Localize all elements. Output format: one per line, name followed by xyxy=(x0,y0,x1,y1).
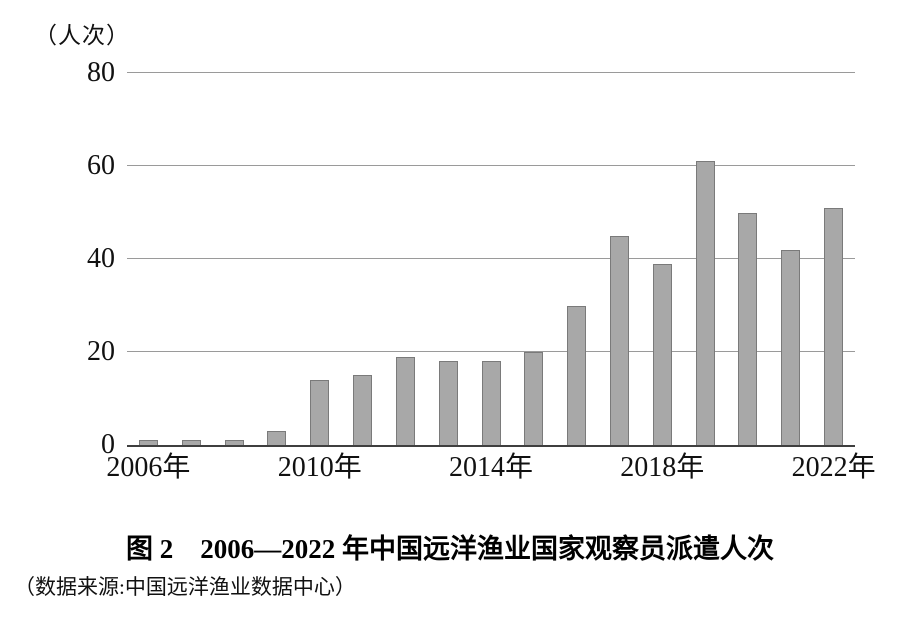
bar-2008 xyxy=(224,440,244,445)
bar-2013 xyxy=(438,361,458,445)
y-tick-label-20: 20 xyxy=(87,336,115,367)
bar-2010 xyxy=(310,379,330,445)
bar-2007 xyxy=(181,440,201,445)
x-tick-label-16: 2022年 xyxy=(791,452,876,483)
gridline-y-80 xyxy=(127,72,855,73)
bar-2006 xyxy=(138,440,158,445)
bar-chart-plot-area xyxy=(127,72,855,447)
bar-2019 xyxy=(695,161,715,445)
bar-2017 xyxy=(609,235,629,445)
gridline-y-60 xyxy=(127,165,855,166)
y-tick-label-80: 80 xyxy=(87,57,115,88)
gridline-y-40 xyxy=(127,258,855,259)
x-tick-label-0: 2006年 xyxy=(106,452,191,483)
y-axis-unit-label: （人次） xyxy=(34,23,130,48)
data-source-note: （数据来源:中国远洋渔业数据中心） xyxy=(14,575,356,599)
bar-2009 xyxy=(267,431,287,445)
bar-2022 xyxy=(824,207,844,445)
bar-2012 xyxy=(395,356,415,445)
bar-2016 xyxy=(567,305,587,445)
y-tick-label-0: 0 xyxy=(101,429,115,460)
y-tick-label-60: 60 xyxy=(87,150,115,181)
x-tick-label-4: 2010年 xyxy=(277,452,362,483)
y-tick-label-40: 40 xyxy=(87,243,115,274)
x-tick-label-12: 2018年 xyxy=(620,452,705,483)
chart-title: 图 2 2006—2022 年中国远洋渔业国家观察员派遣人次 xyxy=(126,534,774,564)
bar-2014 xyxy=(481,361,501,445)
bar-2018 xyxy=(652,263,672,445)
bar-2011 xyxy=(353,375,373,445)
gridline-y-20 xyxy=(127,351,855,352)
bar-2015 xyxy=(524,352,544,445)
bar-2020 xyxy=(738,212,758,445)
bar-2021 xyxy=(781,249,801,445)
x-tick-label-8: 2014年 xyxy=(448,452,533,483)
